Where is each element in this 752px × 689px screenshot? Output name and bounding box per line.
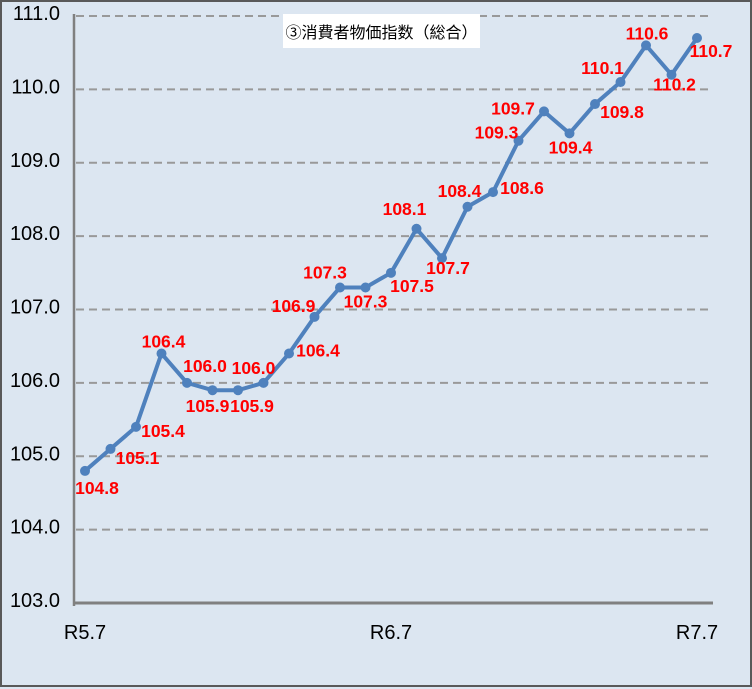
data-point-marker: [564, 128, 575, 139]
y-axis-tick-label: 106.0: [10, 370, 60, 392]
data-point-marker: [105, 443, 116, 454]
data-point-marker: [182, 377, 192, 388]
data-point-marker: [641, 40, 651, 51]
data-point-label: 106.0: [183, 356, 227, 376]
data-point-label: 105.4: [141, 421, 185, 441]
data-point-label: 109.8: [600, 102, 644, 122]
x-axis-tick-label: R7.7: [676, 622, 718, 644]
data-point-label: 106.9: [272, 296, 316, 316]
data-point-marker: [284, 348, 294, 359]
y-axis-tick-label: 109.0: [10, 150, 60, 172]
data-point-label: 109.3: [475, 123, 519, 143]
x-axis-tick-label: R6.7: [370, 622, 412, 644]
data-point-marker: [666, 69, 677, 80]
data-point-label: 106.4: [142, 332, 186, 352]
y-axis-tick-label: 103.0: [10, 590, 60, 612]
data-point-marker: [590, 99, 600, 110]
data-point-marker: [309, 311, 320, 322]
data-point-label: 107.3: [344, 291, 388, 311]
data-point-label: 106.0: [232, 358, 276, 378]
data-point-label: 108.4: [438, 181, 482, 201]
y-axis-tick-label: 105.0: [10, 443, 60, 465]
y-axis-tick-label: 104.0: [10, 517, 60, 539]
data-point-label: 104.8: [75, 478, 119, 498]
chart-title-box: ③消費者物価指数（総合）: [283, 14, 480, 48]
chart-title: ③消費者物価指数（総合）: [285, 25, 478, 42]
data-point-label: 105.9: [230, 396, 274, 416]
data-point-marker: [513, 135, 524, 146]
data-point-marker: [411, 223, 422, 234]
data-point-label: 109.7: [491, 98, 535, 118]
y-axis-tick-label: 110.0: [11, 76, 60, 98]
data-point-label: 110.2: [653, 75, 696, 95]
data-point-label: 107.5: [390, 276, 434, 296]
data-point-marker: [335, 282, 345, 293]
data-point-label: 110.1: [581, 58, 624, 78]
data-point-label: 108.1: [383, 199, 427, 219]
data-point-marker: [156, 348, 167, 359]
data-point-label: 107.3: [303, 262, 347, 282]
data-point-marker: [615, 77, 626, 88]
y-axis-tick-label: 107.0: [10, 297, 60, 319]
data-point-marker: [360, 282, 371, 293]
data-point-label: 109.4: [549, 137, 593, 157]
data-point-marker: [488, 187, 498, 198]
data-point-marker: [692, 33, 702, 44]
data-point-marker: [131, 421, 141, 432]
data-point-label: 107.7: [426, 258, 470, 278]
data-point-label: 110.7: [690, 41, 733, 61]
data-point-label: 108.6: [500, 178, 544, 198]
data-point-marker: [233, 385, 243, 396]
data-point-marker: [80, 465, 90, 476]
x-axis-tick-label: R5.7: [64, 622, 106, 644]
data-point-label: 105.9: [186, 396, 230, 416]
data-point-label: 105.1: [116, 448, 160, 468]
data-point-marker: [207, 385, 218, 396]
data-point-marker: [386, 267, 396, 278]
data-point-label: 110.6: [626, 23, 669, 43]
data-point-marker: [462, 201, 473, 212]
data-point-label: 106.4: [296, 341, 340, 361]
y-axis-tick-label: 111.0: [13, 3, 60, 25]
data-point-marker: [539, 106, 549, 117]
data-point-marker: [258, 377, 269, 388]
y-axis-tick-label: 108.0: [10, 223, 60, 245]
data-point-marker: [437, 253, 447, 264]
